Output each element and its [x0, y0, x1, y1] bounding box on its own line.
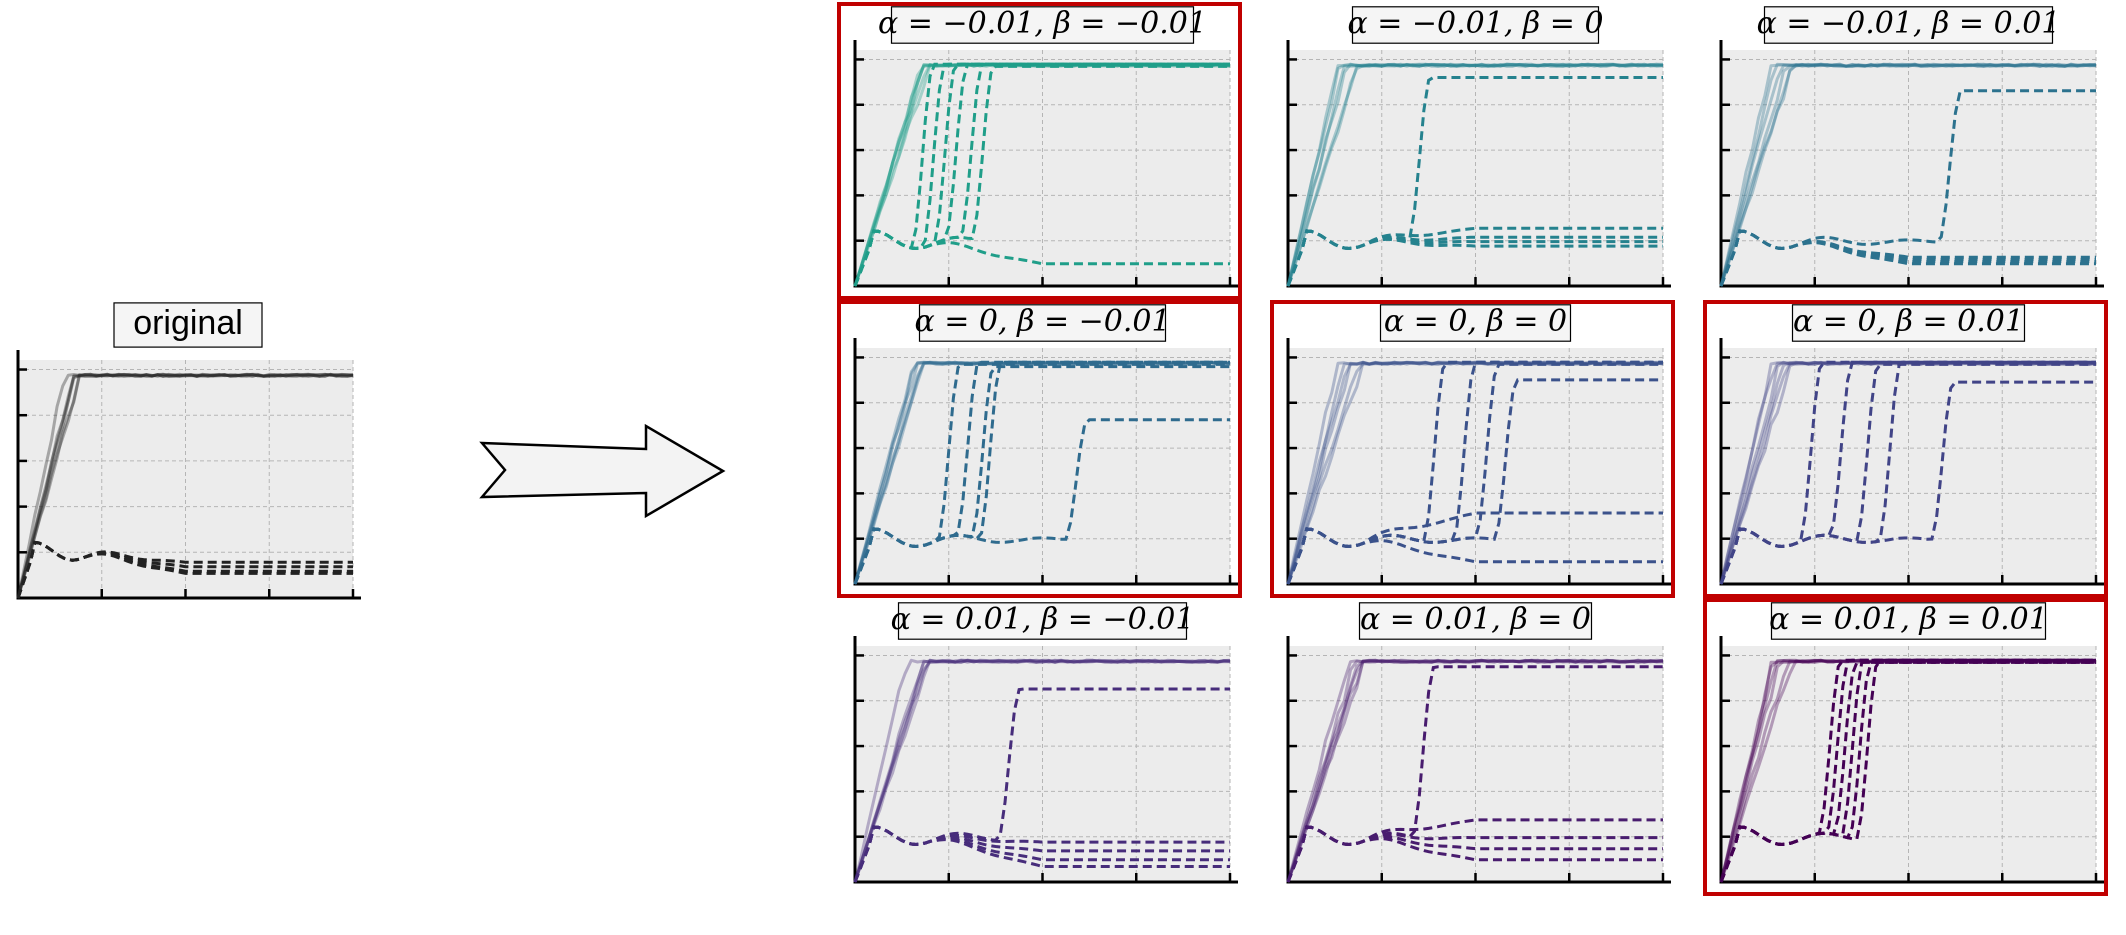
solid-series-line	[1286, 62, 1664, 287]
panel-title: α = 0.01, β = 0.01	[1769, 602, 2048, 637]
dashed-series-line	[853, 418, 1230, 585]
panel-title-box	[1351, 6, 1600, 44]
solid-series-line	[1719, 62, 2097, 287]
panel-title-box	[1379, 304, 1572, 342]
solid-series-line	[853, 658, 1231, 883]
panel-7: α = 0.01, β = −0.01	[853, 602, 1238, 884]
dashed-series-line	[1719, 658, 2096, 883]
panel-title-box	[113, 302, 263, 348]
solid-series-line	[1286, 658, 1664, 883]
panel-title-box	[897, 602, 1188, 640]
solid-series-line	[16, 372, 354, 599]
panel-2: α = −0.01, β = 0	[1286, 6, 1671, 288]
original-chart: original	[16, 302, 361, 600]
solid-series-line	[1286, 658, 1664, 883]
panel-8: α = 0.01, β = 0	[1286, 602, 1671, 884]
panel-title: α = −0.01, β = −0.01	[878, 6, 1207, 41]
panel-title-box	[1358, 602, 1593, 640]
solid-series-line	[16, 372, 354, 599]
panel-title: α = −0.01, β = 0.01	[1757, 6, 2061, 41]
solid-series-line	[1286, 658, 1664, 883]
highlight-frame	[1270, 300, 1675, 598]
panel-title-box	[1791, 304, 2026, 342]
dashed-series-line	[1286, 527, 1663, 585]
dashed-series-line	[1719, 229, 2096, 287]
highlight-frame	[1703, 300, 2108, 598]
panel-4: α = 0, β = −0.01	[837, 300, 1242, 598]
solid-series-line	[853, 658, 1231, 883]
solid-series-line	[1286, 62, 1664, 287]
dashed-series-line	[1719, 380, 2096, 585]
solid-series-line	[16, 372, 354, 599]
highlight-frame	[837, 300, 1242, 598]
solid-series-line	[853, 658, 1231, 883]
panel-title: original	[133, 304, 243, 342]
solid-series-line	[853, 658, 1231, 883]
dashed-series-line	[853, 229, 1230, 287]
solid-series-line	[1286, 62, 1664, 287]
panel-title: α = 0, β = 0.01	[1793, 304, 2024, 339]
solid-series-line	[1719, 62, 2097, 287]
highlight-frame	[1703, 598, 2108, 896]
panel-title: α = −0.01, β = 0	[1347, 6, 1603, 41]
panel-title-box	[1763, 6, 2054, 44]
solid-series-line	[1719, 62, 2097, 287]
panel-title: α = 0, β = 0	[1384, 304, 1567, 339]
panel-6: α = 0, β = 0.01	[1703, 300, 2108, 598]
solid-series-line	[1719, 62, 2097, 287]
panel-title-box	[1770, 602, 2047, 640]
solid-series-line	[1286, 62, 1664, 287]
panel-5: α = 0, β = 0	[1270, 300, 1675, 598]
solid-series-line	[16, 372, 354, 599]
panel-title: α = 0, β = −0.01	[914, 304, 1170, 339]
dashed-series-line	[1286, 825, 1663, 883]
solid-series-line	[1286, 658, 1664, 883]
solid-series-line	[16, 372, 354, 599]
solid-series-line	[1286, 658, 1664, 883]
panel-title: α = 0.01, β = −0.01	[891, 602, 1195, 637]
panel-title-box	[890, 6, 1195, 44]
panel-1: α = −0.01, β = −0.01	[837, 2, 1242, 300]
panel-title-box	[918, 304, 1167, 342]
solid-series-line	[16, 372, 354, 599]
dashed-series-line	[1286, 229, 1663, 287]
solid-series-line	[1286, 658, 1664, 883]
solid-series-line	[853, 658, 1230, 883]
solid-series-line	[1286, 62, 1664, 287]
panel-3: α = −0.01, β = 0.01	[1719, 6, 2104, 288]
dashed-series-line	[853, 825, 1230, 883]
panel-9: α = 0.01, β = 0.01	[1703, 598, 2108, 896]
panel-title: α = 0.01, β = 0	[1360, 602, 1591, 637]
solid-series-line	[853, 658, 1231, 883]
parameter-grid: α = −0.01, β = −0.01 α = −0.01, β = 0 α = …	[837, 2, 2108, 896]
dashed-series-line	[16, 540, 353, 599]
highlight-frame	[837, 2, 1242, 300]
right-arrow-icon	[479, 423, 726, 519]
solid-series-line	[1719, 62, 2097, 287]
solid-series-line	[1286, 62, 1664, 287]
solid-series-line	[1719, 62, 2097, 287]
